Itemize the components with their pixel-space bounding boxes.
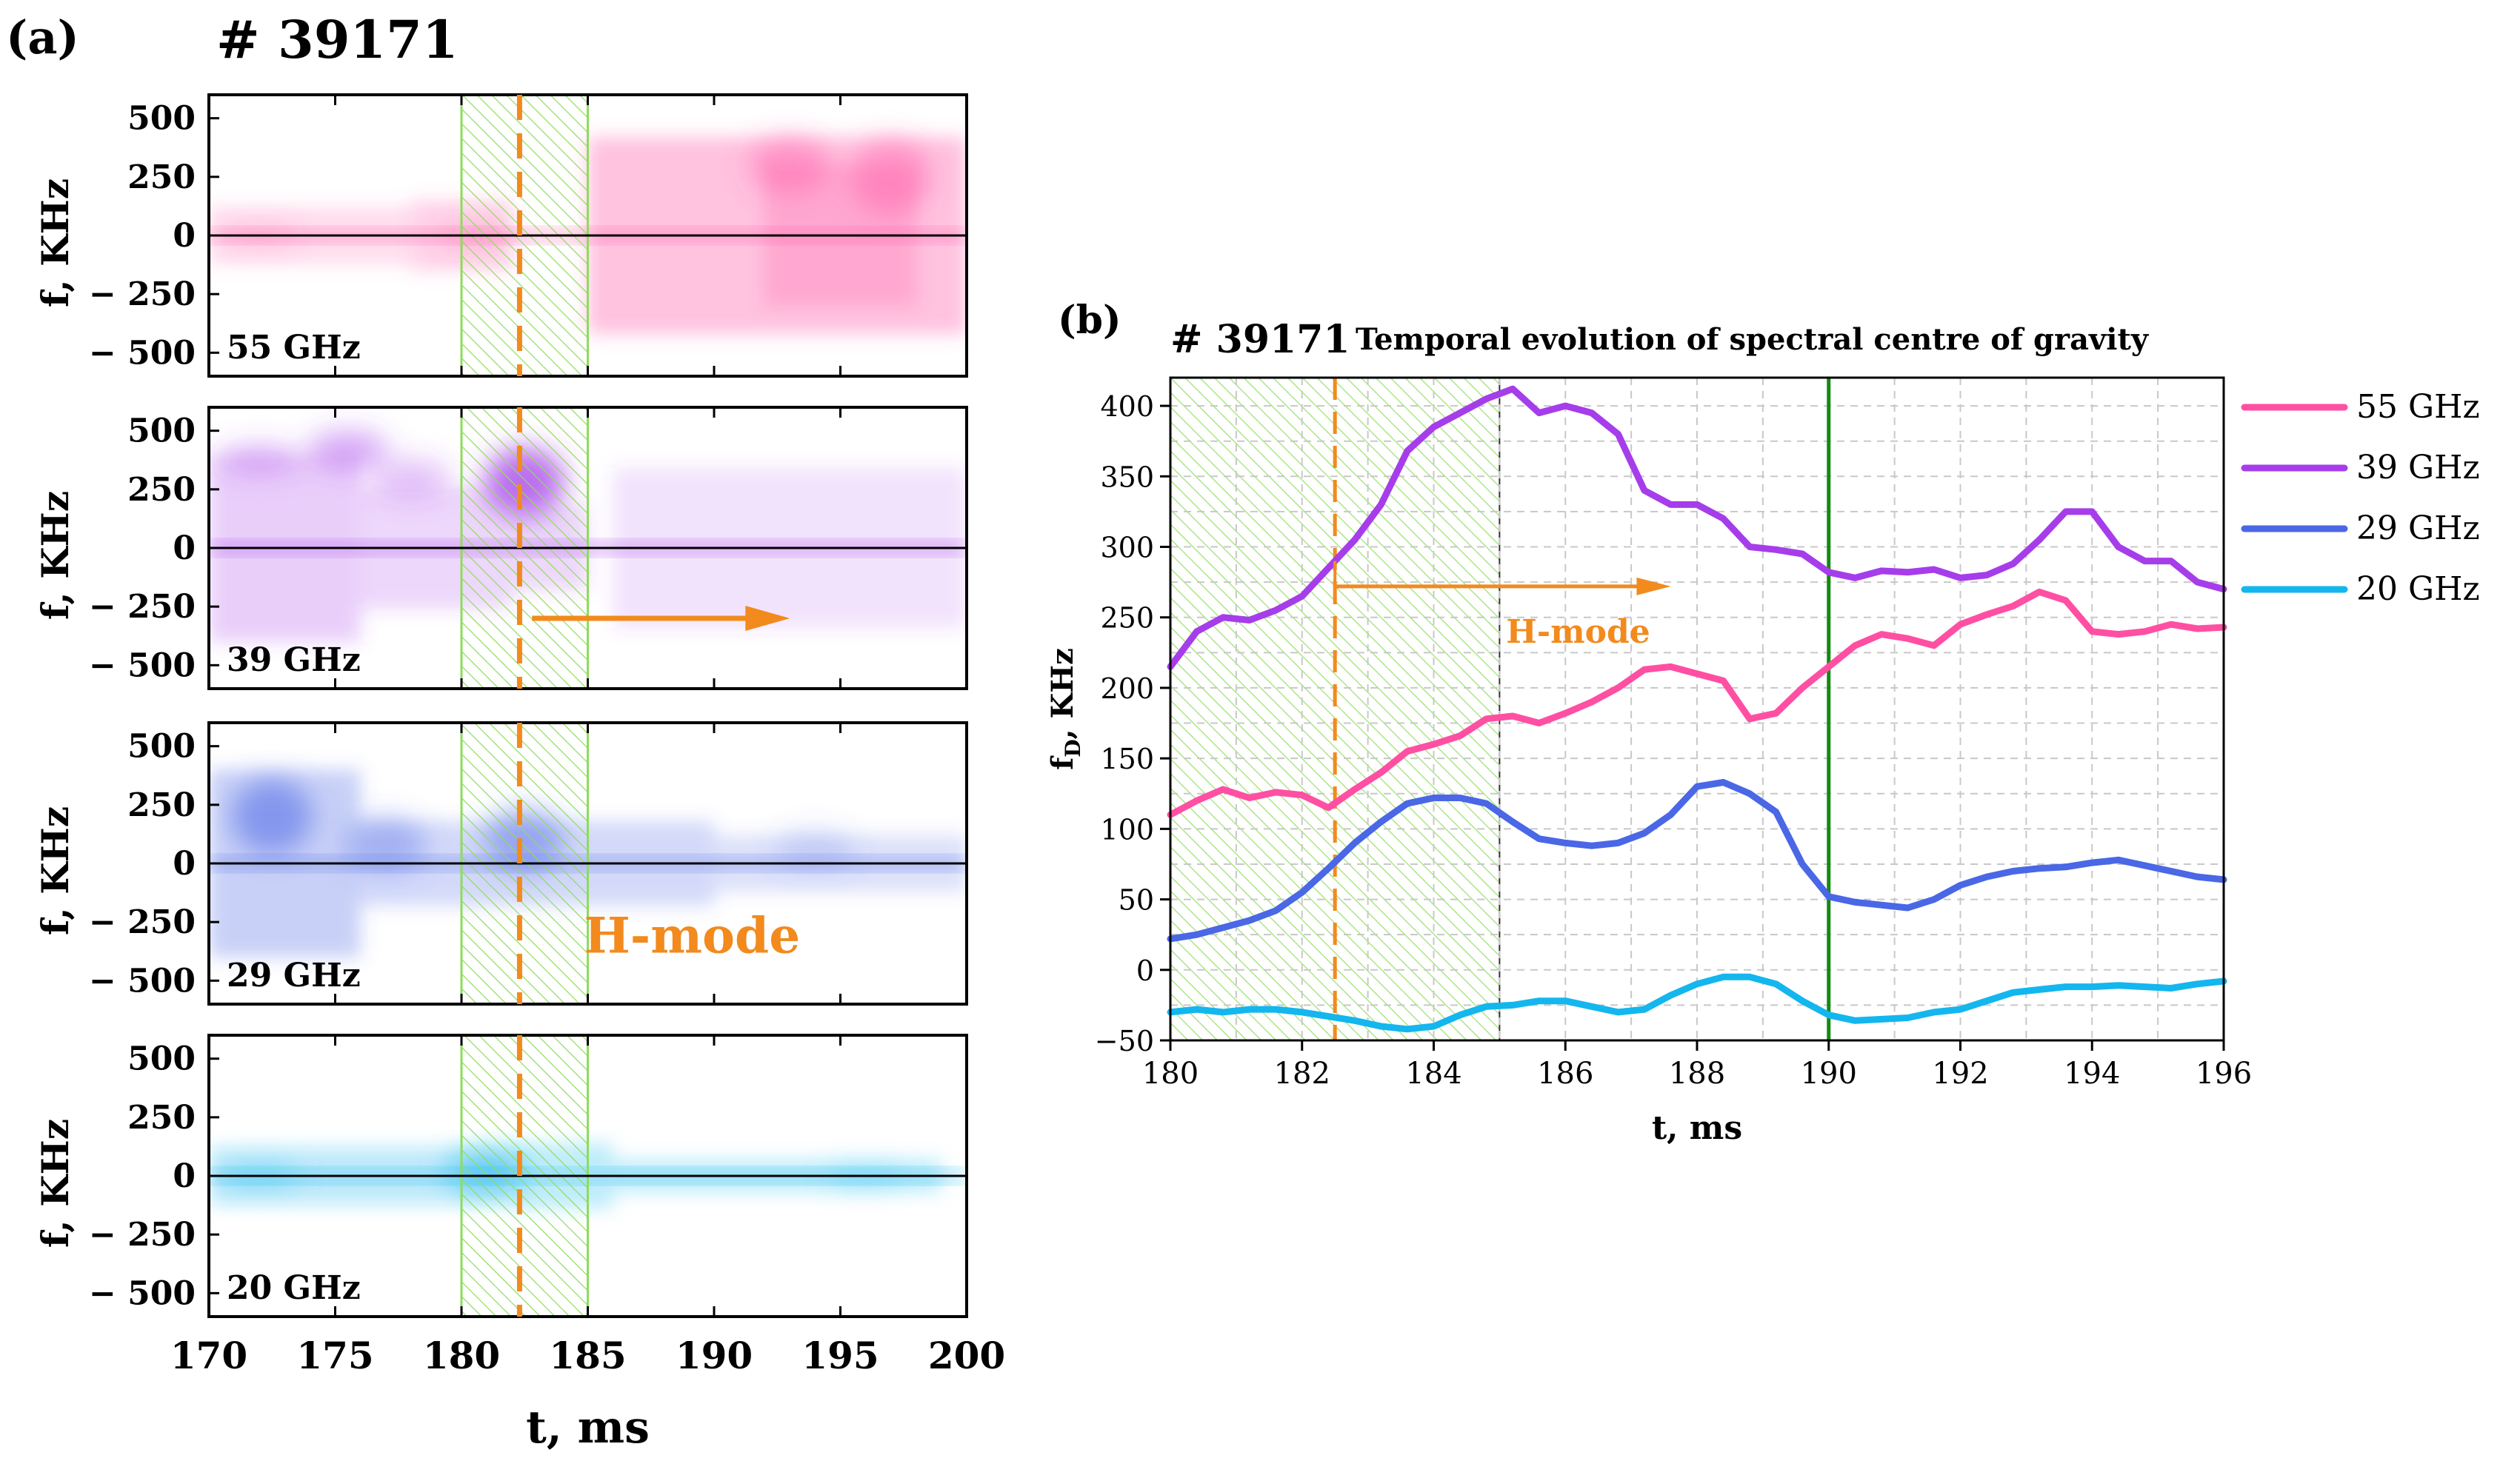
h-mode-label: H-mode [584, 906, 800, 964]
y-axis-label-main: f [1045, 755, 1080, 770]
intensity-blob [850, 139, 932, 215]
panel-a-label: (a) [6, 10, 79, 64]
panel-b-title: Temporal evolution of spectral centre of… [1356, 322, 2150, 357]
h-mode-label: H-mode [1506, 613, 1650, 651]
y-tick-label: − 500 [89, 334, 196, 372]
spectrogram-1: 500 250 0 − 250 − 500 f, KHz 39 GHz [33, 406, 968, 690]
y-tick-label: 500 [127, 728, 196, 766]
intensity-blob [307, 430, 389, 469]
y-tick-label: 500 [127, 412, 196, 450]
series-line-39-GHz [1167, 385, 2227, 670]
y-tick-label: 200 [1100, 672, 1154, 705]
y-tick-label: 0 [173, 845, 196, 883]
x-tick-label: 186 [1537, 1057, 1593, 1091]
y-axis-label: f, KHz [33, 806, 77, 935]
y-tick-label: 250 [127, 158, 196, 196]
y-tick-label: 0 [1136, 955, 1154, 987]
y-tick-label: − 250 [89, 1216, 196, 1254]
series-line-20-GHz [1167, 973, 2227, 1033]
y-tick-label: 250 [1100, 602, 1154, 635]
y-tick-label: 250 [127, 1099, 196, 1137]
x-tick-label: 188 [1669, 1057, 1725, 1091]
x-tick-label: 184 [1405, 1057, 1461, 1091]
legend-label: 55 GHz [2356, 388, 2480, 426]
legend-label: 39 GHz [2356, 449, 2480, 487]
legend-label: 20 GHz [2356, 570, 2480, 608]
h-mode-arrowhead [1636, 577, 1671, 595]
spectrogram-2: 500 250 0 − 250 − 500 f, KHz 29 GHz H-mode [33, 721, 968, 1006]
y-tick-label: − 250 [89, 588, 196, 626]
channel-label: 20 GHz [227, 1269, 361, 1307]
intensity-blob [749, 137, 830, 193]
legend-label: 29 GHz [2356, 509, 2480, 547]
x-tick-label: 200 [928, 1334, 1005, 1377]
panel-a-title: # 39171 [216, 9, 459, 70]
x-tick-label: 190 [676, 1334, 753, 1377]
y-axis-label-sub: D [1061, 739, 1085, 757]
spectrogram-3: 500 250 0 − 250 − 500 f, KHz 20 GHz [33, 1034, 968, 1318]
y-tick-label: 500 [127, 1040, 196, 1078]
channel-label: 39 GHz [227, 641, 361, 679]
x-tick-label: 180 [423, 1334, 500, 1377]
y-tick-label: 150 [1100, 743, 1154, 775]
y-tick-label: 100 [1100, 813, 1154, 846]
y-tick-label: 0 [173, 529, 196, 567]
x-tick-label: 190 [1801, 1057, 1857, 1091]
panel-b-shot: # 39171 [1170, 317, 1350, 362]
x-tick-label: 182 [1274, 1057, 1330, 1091]
y-tick-label: 300 [1100, 532, 1154, 564]
x-tick-label: 196 [2196, 1057, 2252, 1091]
series-line-55-GHz [1167, 588, 2227, 818]
y-axis-label-unit: , KHz [1045, 648, 1080, 739]
y-tick-label: −50 [1095, 1025, 1154, 1057]
x-axis-label: t, ms [526, 1402, 650, 1454]
x-tick-label: 170 [170, 1334, 247, 1377]
y-tick-label: − 500 [89, 646, 196, 684]
y-tick-label: 0 [173, 1157, 196, 1195]
y-axis-label: fD, KHz [1045, 648, 1085, 770]
intensity-blob [370, 458, 452, 497]
y-tick-label: 250 [127, 471, 196, 509]
y-axis-label: f, KHz [33, 1119, 77, 1248]
channel-label: 55 GHz [227, 329, 361, 367]
y-tick-label: 400 [1100, 390, 1154, 423]
y-tick-label: − 250 [89, 903, 196, 941]
y-tick-label: 500 [127, 100, 196, 138]
y-tick-label: 250 [127, 786, 196, 824]
x-tick-label: 175 [296, 1334, 373, 1377]
channel-label: 29 GHz [227, 957, 361, 994]
y-tick-label: − 250 [89, 275, 196, 313]
x-tick-label: 180 [1142, 1057, 1199, 1091]
y-axis-label: f, KHz [33, 491, 77, 620]
x-tick-label: 194 [2064, 1057, 2120, 1091]
spectrogram-panels: 500 250 0 − 250 − 500 f, KHz 55 GHz 500 250 0 − 25… [33, 93, 1005, 1454]
y-tick-label: − 500 [89, 1274, 196, 1312]
h-mode-arrowhead [745, 606, 790, 631]
spectrogram-0: 500 250 0 − 250 − 500 f, KHz 55 GHz [33, 93, 968, 378]
y-tick-label: 350 [1100, 461, 1154, 493]
y-tick-label: 50 [1119, 884, 1154, 917]
y-axis-label: f, KHz [33, 178, 77, 307]
intensity-blob [219, 444, 300, 473]
x-axis-label: t, ms [1652, 1109, 1742, 1147]
x-tick-label: 185 [549, 1334, 626, 1377]
y-tick-label: − 500 [89, 962, 196, 1000]
series-line-29-GHz [1167, 779, 2227, 943]
x-tick-label: 192 [1932, 1057, 1988, 1091]
panel-b-label: (b) [1058, 298, 1121, 343]
x-tick-label: 195 [801, 1334, 879, 1377]
y-tick-label: 0 [173, 217, 196, 255]
intensity-blob [231, 779, 313, 855]
